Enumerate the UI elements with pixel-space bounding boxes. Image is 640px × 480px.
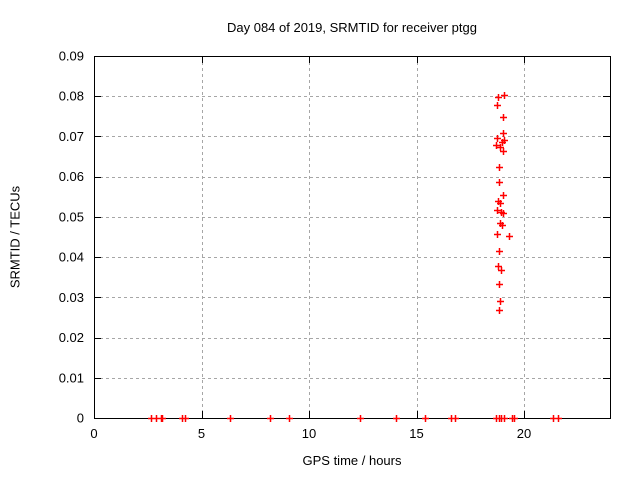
x-tick-label: 10 xyxy=(302,426,316,441)
y-tick-label: 0.08 xyxy=(59,89,84,104)
x-tick-label: 5 xyxy=(198,426,205,441)
y-tick-label: 0.06 xyxy=(59,169,84,184)
x-axis-label: GPS time / hours xyxy=(302,453,402,468)
y-tick-label: 0 xyxy=(77,411,84,426)
y-tick-label: 0.01 xyxy=(59,370,84,385)
x-tick-label: 15 xyxy=(409,426,423,441)
y-tick-label: 0.05 xyxy=(59,209,84,224)
chart-title: Day 084 of 2019, SRMTID for receiver ptg… xyxy=(226,20,477,35)
x-tick-label: 20 xyxy=(517,426,531,441)
scatter-points xyxy=(148,92,562,422)
gridlines xyxy=(94,56,610,418)
y-tick-label: 0.07 xyxy=(59,129,84,144)
y-tick-label: 0.03 xyxy=(59,290,84,305)
y-tick-label: 0.04 xyxy=(59,250,84,265)
y-tick-label: 0.02 xyxy=(59,330,84,345)
x-tick-label: 0 xyxy=(90,426,97,441)
tick-labels: 0 5 10 15 20 0 0.01 0.02 0.03 0.04 0.05 0.06 0.07 0.0… xyxy=(59,49,532,442)
axes-border xyxy=(94,56,611,419)
y-tick-label: 0.09 xyxy=(59,49,84,64)
